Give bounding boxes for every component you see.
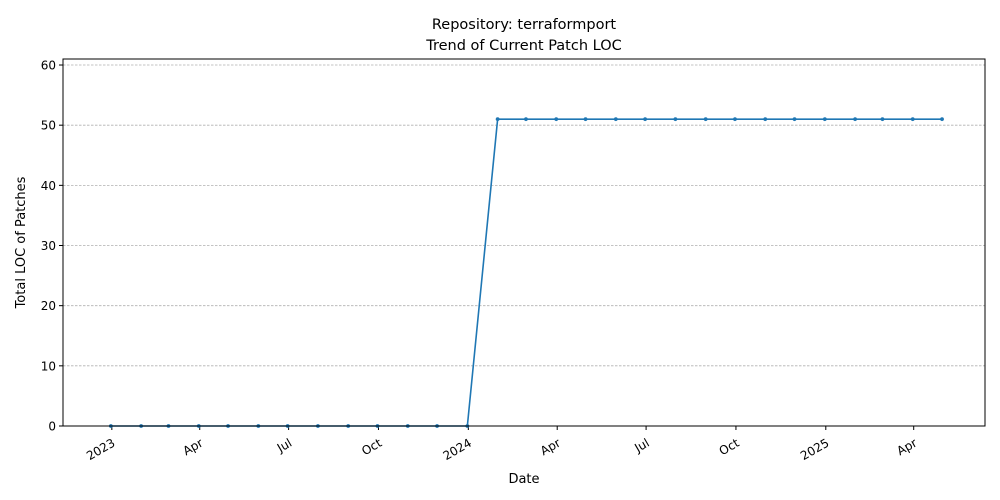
data-point — [822, 117, 827, 122]
y-tick-label: 10 — [41, 359, 56, 373]
x-tick-label: 2024 — [441, 436, 474, 463]
data-point — [940, 117, 944, 122]
data-point — [880, 117, 885, 122]
y-tick-label: 60 — [41, 59, 56, 73]
y-tick-label: 20 — [41, 299, 56, 313]
data-point — [524, 117, 528, 122]
data-point — [763, 117, 768, 122]
y-tick-label: 30 — [41, 239, 56, 253]
x-tick-label: Jul — [631, 436, 651, 456]
x-axis-ticks: 2023 Apr Jul Oct 2024 Apr Jul Oct 2025 Apr — [84, 426, 919, 463]
data-point — [673, 117, 678, 122]
series-group — [108, 117, 944, 428]
data-point — [583, 117, 588, 122]
series-line — [110, 118, 943, 427]
x-tick-label: 2023 — [84, 436, 117, 463]
data-point — [733, 117, 737, 122]
x-axis-label: Date — [508, 472, 539, 487]
x-tick-label: Jul — [274, 436, 294, 456]
y-axis-ticks: 0 10 20 30 40 50 60 — [41, 59, 63, 434]
data-point — [554, 117, 559, 122]
x-tick-label: Apr — [538, 436, 563, 459]
y-tick-label: 40 — [41, 179, 56, 193]
data-point — [643, 117, 648, 122]
y-axis-label: Total LOC of Patches — [14, 176, 29, 309]
plot-frame — [62, 58, 986, 427]
data-point — [703, 117, 708, 122]
data-point — [613, 117, 618, 122]
data-point — [910, 117, 915, 122]
chart-title-line-1: Repository: terraformport — [432, 17, 617, 33]
x-tick-label: Apr — [894, 436, 919, 459]
chart-title: Repository: terraformport Trend of Curre… — [425, 17, 621, 54]
data-point — [853, 117, 857, 122]
chart-title-line-2: Trend of Current Patch LOC — [425, 38, 621, 54]
x-tick-label: Oct — [359, 436, 384, 459]
y-tick-label: 50 — [41, 119, 56, 133]
y-tick-label: 0 — [48, 420, 56, 434]
data-point — [792, 117, 797, 122]
x-tick-label: 2025 — [798, 436, 831, 463]
data-point — [495, 117, 500, 122]
grid-lines — [63, 64, 985, 367]
x-tick-label: Apr — [180, 436, 205, 459]
x-tick-label: Oct — [717, 436, 742, 459]
